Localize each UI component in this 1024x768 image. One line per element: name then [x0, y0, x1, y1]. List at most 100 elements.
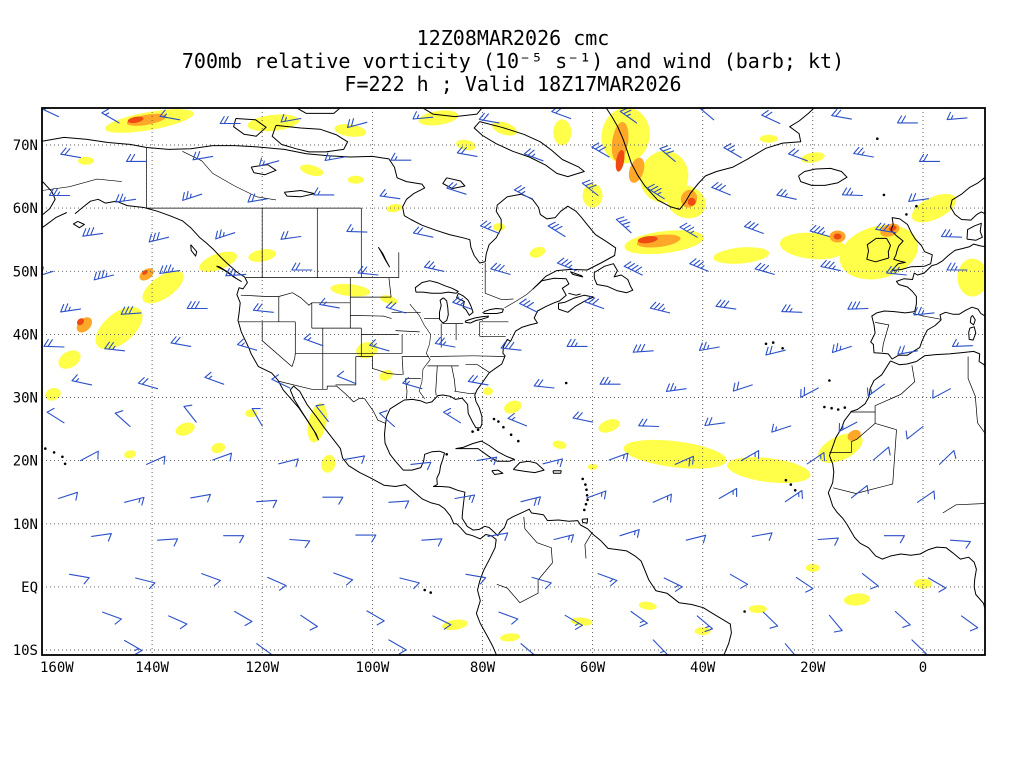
islet-dot: [793, 489, 797, 492]
wind-barb: [905, 425, 924, 440]
border-path: [875, 322, 890, 353]
wind-barb: [442, 407, 462, 424]
islet-dot: [915, 204, 918, 208]
wind-barb: [652, 493, 672, 503]
vorticity-blob: [553, 119, 572, 146]
islet-dot: [781, 347, 784, 350]
vorticity-blob: [687, 197, 696, 206]
vorticity-blob: [957, 258, 985, 297]
vorticity-blob: [95, 306, 143, 350]
wind-barb: [533, 378, 555, 389]
wind-barb: [190, 493, 211, 503]
coastline-path: [969, 315, 976, 326]
wind-barb: [46, 407, 65, 424]
vorticity-blob: [78, 156, 94, 165]
wind-barb: [315, 404, 329, 423]
islet-dot: [502, 425, 505, 429]
vorticity-blob: [694, 627, 711, 636]
lon-label: 160W: [40, 660, 74, 676]
coastline-path: [377, 247, 390, 268]
coastline-path: [558, 294, 595, 313]
wind-barb: [137, 377, 159, 390]
wind-barb: [478, 112, 500, 124]
islet-dot: [585, 494, 589, 497]
wind-barb: [619, 529, 640, 538]
coastline-path: [439, 297, 449, 324]
wind-barb: [847, 301, 869, 310]
wind-barb: [850, 485, 869, 499]
coastline-path: [870, 243, 985, 360]
lat-label: 10N: [13, 517, 38, 533]
wind-barb: [115, 193, 137, 203]
wind-barb: [71, 374, 93, 386]
wind-barb: [817, 537, 839, 546]
wind-barb: [43, 338, 65, 348]
wind-barb: [256, 499, 278, 509]
wind-barb: [68, 573, 90, 585]
border-path: [395, 330, 420, 333]
wind-barb: [102, 611, 122, 625]
wind-barb: [446, 182, 467, 195]
wind-barb: [251, 408, 263, 427]
border-path: [454, 390, 475, 395]
wind-barb: [291, 262, 313, 271]
border-path: [496, 516, 553, 604]
lon-label: 140W: [135, 660, 169, 676]
wind-barb: [399, 577, 420, 590]
vorticity-blob: [843, 593, 870, 606]
wind-barb: [465, 573, 487, 585]
wind-barb: [507, 412, 528, 427]
wind-barb: [454, 494, 476, 504]
wind-barb: [556, 257, 577, 272]
wind-barb: [704, 417, 726, 427]
wind-barb: [872, 446, 891, 461]
wind-barb: [711, 181, 731, 196]
vorticity-blob: [379, 369, 393, 381]
wind-barb: [886, 265, 907, 276]
wind-barb: [346, 224, 368, 233]
wind-barb: [487, 532, 509, 541]
wind-barb: [951, 338, 974, 347]
border-path: [405, 378, 408, 399]
wind-barb: [800, 386, 819, 398]
wind-barb: [615, 216, 632, 234]
wind-barb: [104, 341, 126, 352]
coastline-path: [421, 108, 483, 118]
coastline-path: [581, 518, 589, 524]
coastline-path: [593, 263, 634, 294]
coastline-path: [605, 108, 815, 210]
wind-barb: [751, 532, 773, 541]
wind-barb: [940, 229, 963, 238]
wind-barb: [93, 269, 115, 281]
coastline-path: [473, 121, 585, 178]
wind-barb: [784, 489, 803, 503]
islet-dot: [517, 439, 520, 443]
wind-barb: [740, 450, 760, 462]
islet-dot: [497, 420, 500, 423]
wind-barb: [776, 188, 797, 200]
wind-barb: [665, 382, 687, 392]
border-path: [261, 321, 293, 367]
coastline-layer: [42, 108, 985, 655]
wind-barb: [841, 187, 863, 197]
border-path: [278, 380, 337, 390]
wind-barb: [101, 108, 120, 124]
wind-barb: [258, 157, 280, 167]
wind-barb: [723, 143, 742, 159]
border-path: [967, 356, 985, 434]
wind-barb: [500, 341, 522, 351]
coastline-path: [42, 180, 56, 216]
islet-dot: [882, 193, 886, 197]
wind-barb: [597, 573, 618, 587]
wind-barb: [946, 262, 968, 271]
islet-dot: [52, 451, 56, 454]
border-path: [278, 292, 313, 306]
title-line-1: 12Z08MAR2026 cmc: [417, 26, 610, 50]
wind-barb: [498, 611, 519, 625]
vorticity-blob: [211, 442, 226, 454]
wind-barb: [236, 338, 258, 351]
wind-barb: [523, 148, 544, 162]
wind-barb: [875, 222, 896, 234]
